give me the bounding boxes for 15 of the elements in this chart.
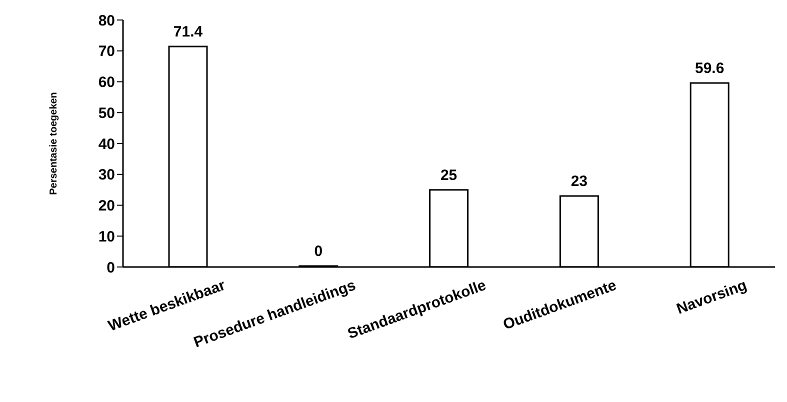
- y-tick-label: 40: [98, 136, 115, 153]
- y-tick-label: 20: [98, 198, 115, 215]
- data-label: 0: [314, 243, 323, 260]
- data-label: 25: [440, 166, 458, 184]
- y-tick-label: 0: [106, 259, 115, 276]
- y-tick-label: 80: [98, 12, 115, 30]
- y-tick-label: 30: [98, 166, 115, 184]
- y-axis-title: Persentasie toegeken: [48, 92, 60, 195]
- y-tick-label: 50: [98, 104, 115, 122]
- data-label: 23: [570, 172, 588, 190]
- data-label: 71.4: [173, 24, 204, 41]
- data-label: 59.6: [695, 60, 724, 77]
- y-tick-label: 60: [98, 74, 115, 92]
- y-tick-label: 70: [98, 43, 115, 60]
- y-tick-label: 10: [98, 228, 115, 246]
